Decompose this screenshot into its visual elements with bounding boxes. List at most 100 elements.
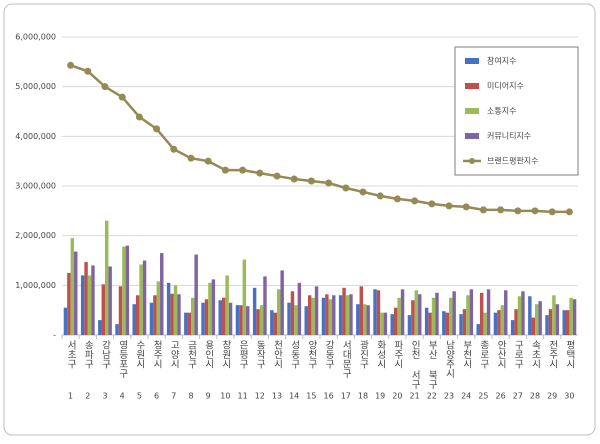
- x-tick-label: 양천구: [306, 340, 317, 369]
- bar: [74, 251, 78, 335]
- legend-swatch: [465, 58, 479, 64]
- bar: [221, 297, 226, 335]
- bar: [397, 297, 401, 335]
- y-tick-label: -: [53, 331, 56, 340]
- bar: [459, 314, 463, 335]
- bar: [332, 295, 336, 335]
- x-tick-label: 강동구: [323, 340, 334, 369]
- rank-label: 17: [341, 392, 351, 401]
- bar: [184, 312, 188, 335]
- rank-label: 21: [410, 392, 420, 401]
- bar: [483, 312, 487, 335]
- bar: [149, 302, 154, 335]
- bar: [105, 220, 109, 335]
- rank-label: 5: [137, 392, 142, 401]
- bar: [170, 293, 174, 335]
- bar: [246, 306, 250, 335]
- bar: [252, 287, 257, 335]
- rank-label: 11: [238, 392, 248, 401]
- bar: [363, 304, 367, 335]
- bar: [493, 312, 498, 335]
- bar: [270, 310, 274, 335]
- line-marker: [84, 67, 92, 75]
- line-marker: [376, 192, 384, 200]
- bar: [562, 310, 566, 335]
- rank-label: 7: [171, 392, 176, 401]
- bar: [142, 260, 147, 335]
- y-tick-label: 6,000,000: [15, 33, 56, 42]
- y-tick-label: 2,000,000: [15, 231, 56, 240]
- x-tick-label: 용인시: [203, 340, 214, 369]
- line-marker: [497, 206, 505, 214]
- bar: [67, 272, 71, 335]
- line-marker: [307, 177, 315, 185]
- x-tick-label: 성동구: [289, 340, 300, 369]
- bar: [479, 292, 484, 335]
- bar: [115, 324, 119, 335]
- rank-label: 29: [547, 392, 557, 401]
- bar: [91, 265, 95, 335]
- bar: [273, 312, 277, 335]
- bar: [555, 304, 560, 335]
- bar: [211, 279, 216, 335]
- bar: [380, 312, 384, 335]
- bar: [156, 281, 161, 335]
- x-tick-label: 파주시: [392, 340, 403, 369]
- bar: [294, 305, 298, 335]
- bar: [325, 294, 329, 335]
- bar: [338, 295, 343, 335]
- bar: [359, 286, 363, 335]
- bar: [428, 312, 432, 335]
- bar: [314, 286, 319, 335]
- x-tick-label: 강남구: [100, 340, 111, 369]
- rank-label: 16: [324, 392, 334, 401]
- bar: [349, 294, 353, 335]
- x-tick-label: 속초시: [530, 340, 541, 369]
- line-marker: [204, 157, 212, 165]
- bar: [321, 297, 326, 335]
- bar: [469, 289, 474, 335]
- line-marker: [256, 169, 264, 177]
- bar: [80, 275, 85, 335]
- bar: [108, 266, 112, 335]
- x-tick-label: 전주시: [547, 340, 558, 369]
- legend-swatch: [465, 108, 479, 114]
- bar: [201, 302, 205, 335]
- bar: [466, 295, 470, 335]
- bar: [528, 296, 532, 335]
- legend-label: 커뮤니티지수: [487, 131, 531, 141]
- bar: [538, 301, 542, 335]
- bar: [356, 304, 360, 335]
- bar: [572, 299, 577, 335]
- rank-label: 18: [358, 392, 368, 401]
- bar: [191, 297, 195, 335]
- bar: [552, 295, 556, 335]
- bar: [462, 309, 467, 335]
- bar: [263, 276, 267, 335]
- bar: [376, 290, 381, 335]
- rank-label: 14: [289, 392, 299, 401]
- rank-label: 23: [444, 392, 454, 401]
- bar: [177, 294, 181, 335]
- bar: [84, 261, 88, 335]
- rank-label: 1: [68, 392, 73, 401]
- bar: [218, 300, 222, 335]
- bar: [98, 320, 102, 335]
- bar: [383, 312, 388, 335]
- legend-label: 미디어지수: [487, 81, 524, 91]
- rank-label: 12: [255, 392, 265, 401]
- line-marker: [239, 166, 247, 174]
- bar: [239, 305, 243, 335]
- bar: [535, 304, 539, 335]
- bar: [497, 310, 501, 335]
- bar: [486, 289, 491, 335]
- bar: [411, 300, 415, 335]
- rank-label: 27: [513, 392, 523, 401]
- bar: [187, 312, 191, 335]
- bar: [500, 305, 505, 335]
- bar: [280, 270, 284, 335]
- line-marker: [565, 208, 573, 216]
- x-tick-label: 송파구: [82, 340, 93, 369]
- bar: [366, 305, 370, 335]
